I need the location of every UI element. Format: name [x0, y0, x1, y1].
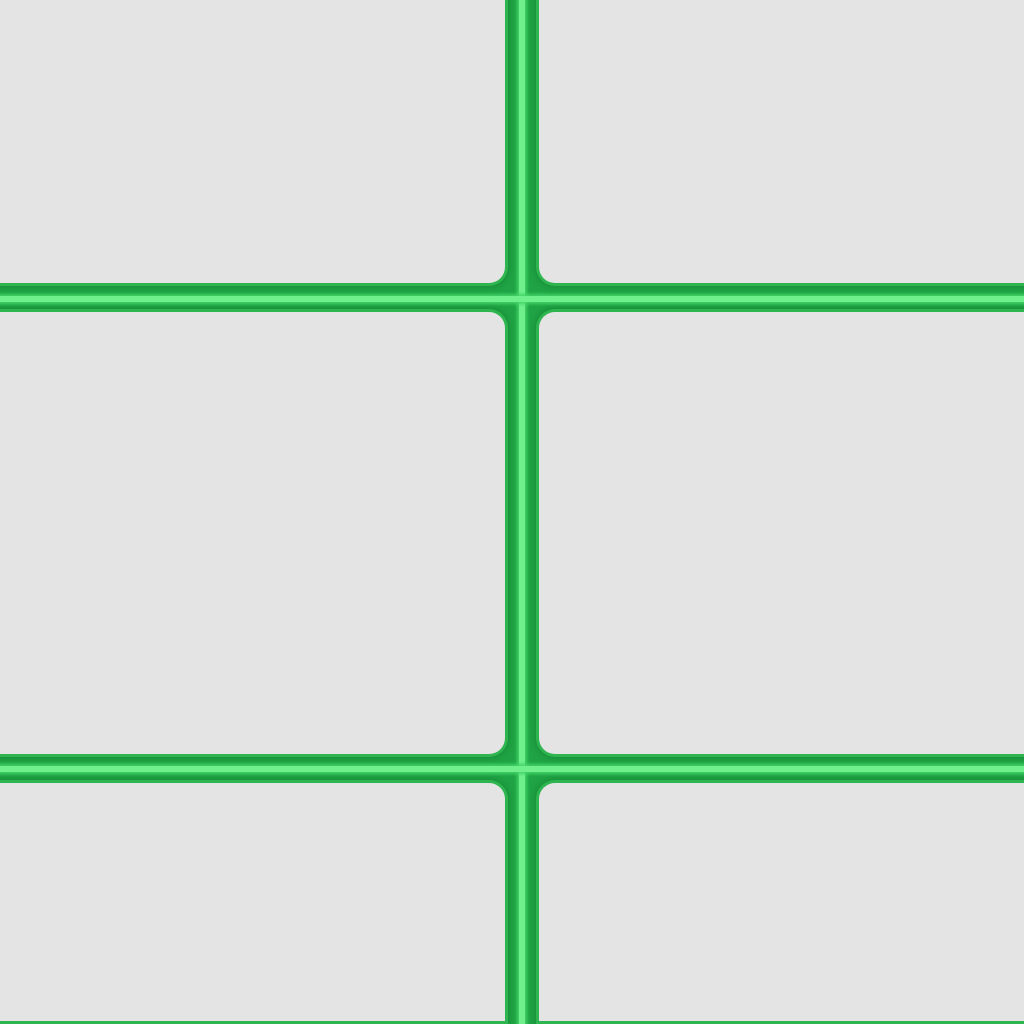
- grid-tile-row2-col2[interactable]: [539, 312, 1024, 754]
- grid-tile-row1-col1[interactable]: [0, 0, 505, 283]
- grid-tile-row3-col2[interactable]: [539, 783, 1024, 1021]
- grid-tile-row3-col1[interactable]: [0, 783, 505, 1021]
- grid-tile-row1-col2[interactable]: [539, 0, 1024, 283]
- grid-tile-row2-col1[interactable]: [0, 312, 505, 754]
